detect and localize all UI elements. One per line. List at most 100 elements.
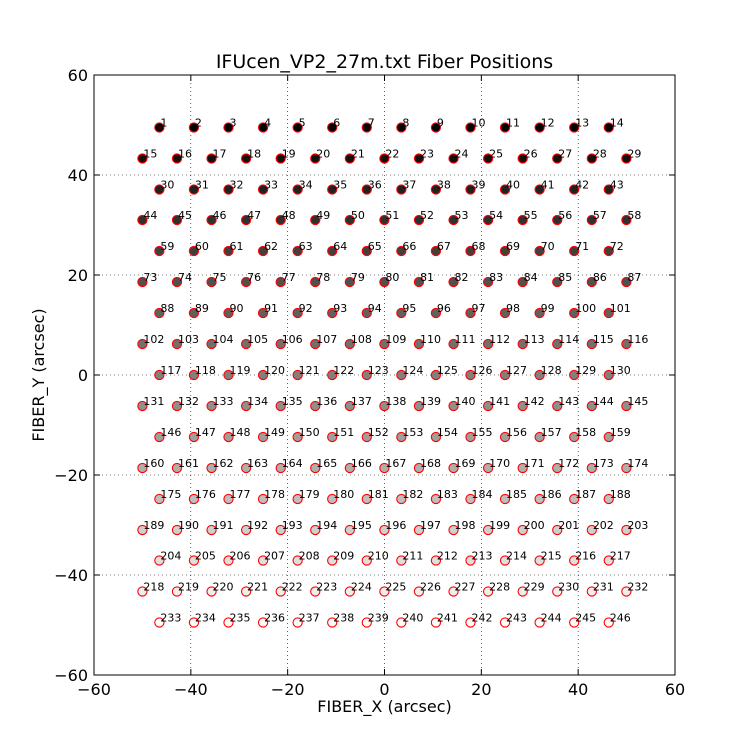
- fiber-point-6: [327, 122, 338, 133]
- fiber-point-128: [534, 369, 545, 381]
- fiber-point-14: [603, 122, 614, 133]
- fiber-label-195: 195: [351, 519, 372, 532]
- fiber-point-102: [137, 338, 148, 350]
- fiber-label-166: 166: [351, 457, 372, 470]
- fiber-point-123: [361, 369, 372, 381]
- fiber-label-15: 15: [143, 148, 157, 161]
- fiber-point-229: [517, 586, 528, 597]
- fiber-point-67: [430, 245, 442, 257]
- fiber-label-125: 125: [437, 364, 458, 377]
- fiber-label-233: 233: [160, 612, 181, 625]
- fiber-label-79: 79: [351, 271, 365, 284]
- fiber-label-73: 73: [143, 271, 157, 284]
- fiber-label-158: 158: [575, 426, 596, 439]
- fiber-label-56: 56: [558, 209, 572, 222]
- fiber-label-180: 180: [333, 488, 354, 501]
- fiber-label-38: 38: [437, 179, 451, 192]
- fiber-label-169: 169: [455, 457, 476, 470]
- fiber-label-221: 221: [247, 581, 268, 594]
- fiber-point-169: [448, 462, 459, 474]
- fiber-point-31: [188, 184, 200, 195]
- fiber-point-129: [569, 369, 580, 381]
- fiber-label-182: 182: [402, 488, 423, 501]
- fiber-label-219: 219: [178, 581, 199, 594]
- fiber-label-95: 95: [402, 302, 416, 315]
- fiber-point-24: [448, 153, 459, 164]
- y-tick-label: 60: [68, 66, 88, 85]
- fiber-label-212: 212: [437, 550, 458, 563]
- fiber-point-80: [379, 276, 390, 288]
- fiber-point-93: [327, 307, 338, 319]
- fiber-label-41: 41: [541, 179, 555, 192]
- fiber-label-225: 225: [385, 581, 406, 594]
- fiber-point-83: [482, 276, 494, 288]
- fiber-label-72: 72: [610, 240, 624, 253]
- fiber-point-28: [586, 153, 597, 164]
- fiber-point-105: [240, 338, 252, 350]
- fiber-label-170: 170: [489, 457, 510, 470]
- fiber-point-164: [275, 462, 286, 474]
- fiber-label-120: 120: [264, 364, 285, 377]
- fiber-point-152: [361, 431, 372, 443]
- fiber-point-140: [448, 400, 459, 412]
- fiber-label-2: 2: [195, 117, 202, 130]
- fiber-label-145: 145: [627, 395, 648, 408]
- fiber-point-182: [396, 493, 407, 505]
- fiber-point-194: [310, 524, 321, 536]
- fiber-label-202: 202: [593, 519, 614, 532]
- fiber-label-165: 165: [316, 457, 337, 470]
- fiber-label-47: 47: [247, 209, 261, 222]
- fiber-label-11: 11: [506, 117, 520, 130]
- fiber-point-27: [552, 153, 563, 164]
- fiber-label-62: 62: [264, 240, 278, 253]
- fiber-point-219: [171, 586, 183, 597]
- fiber-point-7: [361, 122, 372, 133]
- fiber-point-150: [292, 431, 303, 443]
- fiber-label-194: 194: [316, 519, 337, 532]
- fiber-label-35: 35: [333, 179, 347, 192]
- fiber-label-223: 223: [316, 581, 337, 594]
- fiber-label-190: 190: [178, 519, 199, 532]
- fiber-label-130: 130: [610, 364, 631, 377]
- fiber-point-237: [292, 617, 303, 628]
- fiber-point-177: [223, 493, 234, 505]
- fiber-point-36: [361, 184, 372, 195]
- fiber-point-119: [223, 369, 234, 381]
- fiber-point-29: [621, 153, 632, 164]
- fiber-point-32: [223, 184, 234, 195]
- fiber-label-51: 51: [385, 209, 399, 222]
- fiber-point-203: [621, 524, 632, 536]
- fiber-point-160: [137, 462, 148, 474]
- fiber-label-131: 131: [143, 395, 164, 408]
- fiber-label-152: 152: [368, 426, 389, 439]
- fiber-label-82: 82: [455, 271, 469, 284]
- fiber-point-218: [137, 586, 148, 597]
- fiber-point-206: [223, 555, 234, 566]
- fiber-label-93: 93: [333, 302, 347, 315]
- fiber-point-53: [448, 214, 459, 226]
- fiber-label-44: 44: [143, 209, 157, 222]
- fiber-label-209: 209: [333, 550, 354, 563]
- fiber-label-189: 189: [143, 519, 164, 532]
- fiber-point-240: [396, 617, 407, 628]
- fiber-label-97: 97: [471, 302, 485, 315]
- fiber-point-145: [621, 400, 632, 412]
- fiber-point-1: [154, 122, 165, 133]
- fiber-label-19: 19: [282, 148, 296, 161]
- fiber-label-238: 238: [333, 612, 354, 625]
- fiber-point-238: [327, 617, 338, 628]
- fiber-point-163: [240, 462, 252, 474]
- fiber-label-216: 216: [575, 550, 596, 563]
- fiber-point-56: [552, 214, 563, 226]
- fiber-label-208: 208: [299, 550, 320, 563]
- fiber-point-98: [499, 307, 511, 319]
- fiber-label-104: 104: [213, 333, 234, 346]
- fiber-point-49: [310, 214, 321, 226]
- fiber-point-51: [379, 214, 390, 226]
- fiber-point-35: [327, 184, 338, 195]
- fiber-label-13: 13: [575, 117, 589, 130]
- fiber-label-33: 33: [264, 179, 278, 192]
- x-tick-label: 60: [665, 680, 685, 699]
- fiber-point-91: [257, 307, 269, 319]
